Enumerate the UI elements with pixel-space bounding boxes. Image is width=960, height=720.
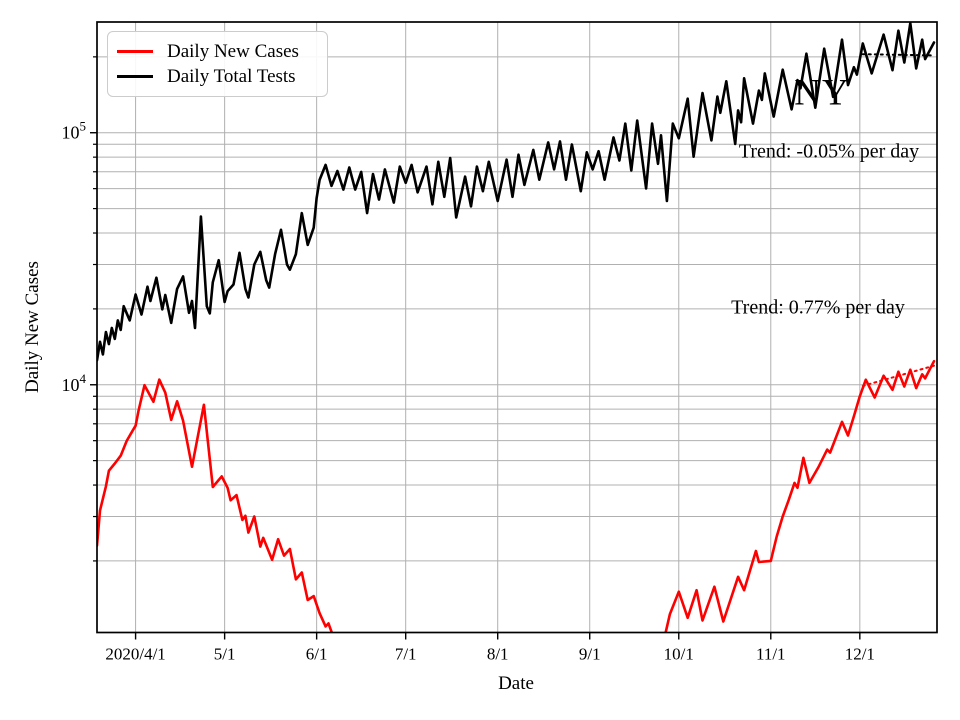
- x-tick-label-2: 6/1: [306, 645, 328, 664]
- cases-line-sample: [117, 49, 153, 53]
- cases-trend-line: [861, 364, 935, 387]
- tests-line: [97, 22, 936, 362]
- x-tick-label-1: 5/1: [214, 645, 236, 664]
- legend-item-daily-new-cases: Daily New Cases: [117, 42, 317, 61]
- series-group: [97, 22, 936, 633]
- x-axis-label: Date: [498, 673, 534, 694]
- plot-border: [96, 21, 938, 634]
- legend: Daily New Cases Daily Total Tests: [107, 31, 328, 97]
- y-tick-label-1: 105: [62, 119, 87, 143]
- cases-trend-annotation: Trend: 0.77% per day: [731, 296, 905, 319]
- x-tick-label-6: 10/1: [664, 645, 694, 664]
- cases-line: [664, 359, 936, 633]
- x-tick-label-8: 12/1: [845, 645, 875, 664]
- y-axis-label: Daily New Cases: [22, 261, 43, 393]
- x-tick-label-4: 8/1: [487, 645, 509, 664]
- legend-item-daily-total-tests: Daily Total Tests: [117, 67, 317, 86]
- x-tick-label-5: 9/1: [579, 645, 601, 664]
- legend-label-daily-new-cases: Daily New Cases: [167, 40, 299, 62]
- tests-line-sample: [117, 75, 153, 79]
- tests-trend-line: [861, 53, 935, 57]
- state-annotation: NY: [794, 72, 850, 114]
- cases-line: [97, 378, 334, 633]
- tests-trend-annotation: Trend: -0.05% per day: [738, 140, 920, 163]
- y-tick-label-0: 104: [62, 371, 87, 395]
- x-tick-label-3: 7/1: [395, 645, 417, 664]
- x-tick-label-7: 11/1: [756, 645, 786, 664]
- legend-label-daily-total-tests: Daily Total Tests: [167, 66, 296, 88]
- x-tick-label-0: 2020/4/1: [105, 645, 165, 664]
